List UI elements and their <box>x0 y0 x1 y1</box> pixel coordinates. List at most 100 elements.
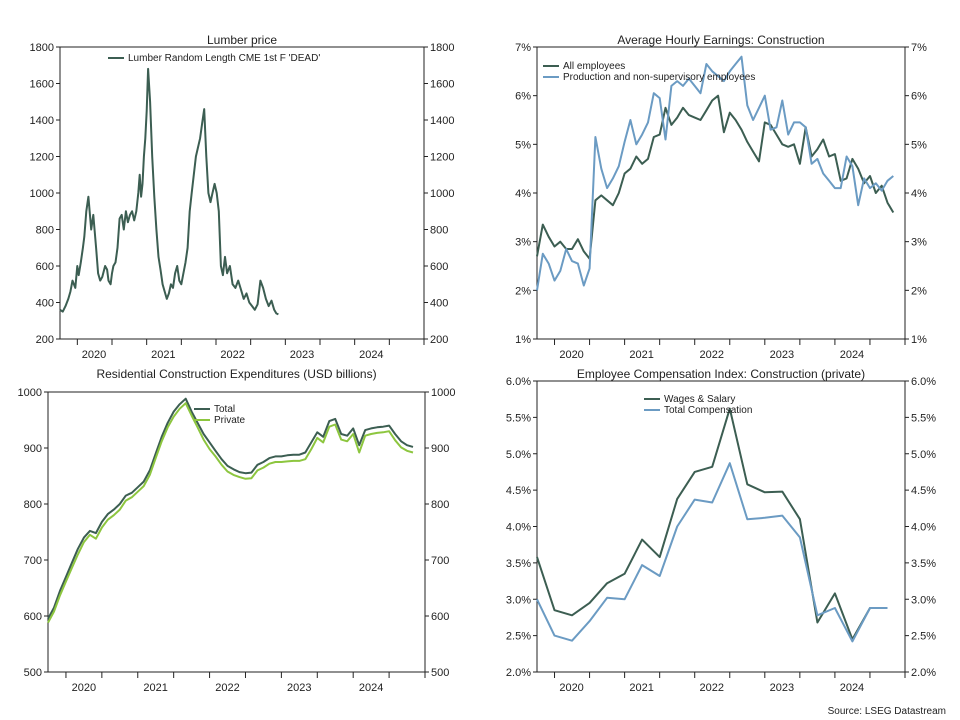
legend-label-2: Private <box>214 415 246 426</box>
x-tick-label: 2021 <box>629 682 653 694</box>
x-tick-label: 2023 <box>770 349 794 361</box>
x-tick-label: 2023 <box>290 349 314 361</box>
y-tick-label-left: 900 <box>24 443 42 455</box>
y-tick-label-right: 500 <box>431 667 449 679</box>
x-tick-label: 2020 <box>82 349 106 361</box>
series-line-1 <box>59 67 279 316</box>
y-tick-label-left: 1000 <box>30 188 54 200</box>
y-tick-label-left: 1600 <box>30 79 54 91</box>
y-tick-label-left: 700 <box>24 555 42 567</box>
x-tick-label: 2021 <box>143 682 167 694</box>
legend-label-2: Production and non-supervisory employees <box>563 72 755 83</box>
y-tick-label-left: 600 <box>24 611 42 623</box>
x-tick-label: 2023 <box>287 682 311 694</box>
legend-label-2: Total Compensation <box>664 405 752 416</box>
chart-panel-eci: Employee Compensation Index: Constructio… <box>506 367 936 694</box>
y-tick-label-left: 200 <box>36 334 54 346</box>
series-line-1 <box>536 94 895 260</box>
y-tick-label-left: 1800 <box>30 42 54 54</box>
y-tick-label-left: 5% <box>515 139 531 151</box>
x-tick-label: 2020 <box>559 682 583 694</box>
series-line-1 <box>47 397 414 620</box>
series-line-2 <box>47 402 414 624</box>
y-tick-label-left: 4% <box>515 188 531 200</box>
y-tick-label-right: 6% <box>911 91 927 103</box>
y-tick-label-left: 2% <box>515 285 531 297</box>
y-tick-label-left: 7% <box>515 42 531 54</box>
y-tick-label-right: 3.5% <box>911 558 936 570</box>
legend-label-1: Lumber Random Length CME 1st F 'DEAD' <box>128 53 320 64</box>
y-tick-label-right: 1000 <box>430 188 454 200</box>
y-tick-label-right: 7% <box>911 42 927 54</box>
y-tick-label-right: 800 <box>430 225 448 237</box>
chart-title: Average Hourly Earnings: Construction <box>617 33 824 47</box>
y-tick-label-left: 3.0% <box>506 594 531 606</box>
x-tick-label: 2021 <box>629 349 653 361</box>
series-line-2 <box>536 462 888 643</box>
y-tick-label-left: 2.0% <box>506 667 531 679</box>
y-tick-label-left: 5.5% <box>506 412 531 424</box>
plot-frame <box>47 391 426 673</box>
x-tick-label: 2024 <box>840 349 864 361</box>
x-tick-label: 2023 <box>770 682 794 694</box>
chart-title: Lumber price <box>207 33 277 47</box>
y-tick-label-right: 700 <box>431 555 449 567</box>
y-tick-label-right: 4.5% <box>911 485 936 497</box>
y-tick-label-right: 1600 <box>430 79 454 91</box>
x-tick-label: 2024 <box>359 682 383 694</box>
y-tick-label-left: 1000 <box>18 387 42 399</box>
y-tick-label-right: 6.0% <box>911 376 936 388</box>
y-tick-label-left: 5.0% <box>506 449 531 461</box>
y-tick-label-left: 1200 <box>30 152 54 164</box>
x-tick-label: 2022 <box>700 349 724 361</box>
legend-label-1: All employees <box>563 61 625 72</box>
y-tick-label-left: 600 <box>36 261 54 273</box>
y-tick-label-left: 800 <box>24 499 42 511</box>
chart-panel-ahe: Average Hourly Earnings: Construction 1% 1… <box>515 33 927 361</box>
y-tick-label-left: 500 <box>24 667 42 679</box>
y-tick-label-left: 3.5% <box>506 558 531 570</box>
y-tick-label-right: 2% <box>911 285 927 297</box>
x-tick-label: 2020 <box>559 349 583 361</box>
y-tick-label-left: 4.5% <box>506 485 531 497</box>
x-tick-label: 2024 <box>359 349 383 361</box>
y-tick-label-right: 4.0% <box>911 522 936 534</box>
y-tick-label-right: 600 <box>431 611 449 623</box>
y-tick-label-right: 1000 <box>431 387 455 399</box>
chart-title: Employee Compensation Index: Constructio… <box>577 367 865 381</box>
x-tick-label: 2020 <box>72 682 96 694</box>
y-tick-label-right: 1% <box>911 334 927 346</box>
y-tick-label-left: 2.5% <box>506 631 531 643</box>
y-tick-label-right: 5.5% <box>911 412 936 424</box>
y-tick-label-left: 400 <box>36 298 54 310</box>
legend-label-1: Wages & Salary <box>664 394 735 405</box>
y-tick-label-left: 1% <box>515 334 531 346</box>
y-tick-label-right: 2.0% <box>911 667 936 679</box>
y-tick-label-left: 800 <box>36 225 54 237</box>
y-tick-label-left: 3% <box>515 237 531 249</box>
chart-panel-resi: Residential Construction Expenditures (U… <box>18 367 456 694</box>
chart-title: Residential Construction Expenditures (U… <box>96 367 376 381</box>
x-tick-label: 2024 <box>840 682 864 694</box>
y-tick-label-right: 4% <box>911 188 927 200</box>
y-tick-label-right: 3% <box>911 237 927 249</box>
x-tick-label: 2022 <box>220 349 244 361</box>
y-tick-label-right: 3.0% <box>911 594 936 606</box>
y-tick-label-left: 1400 <box>30 115 54 127</box>
y-tick-label-right: 1200 <box>430 152 454 164</box>
y-tick-label-right: 1400 <box>430 115 454 127</box>
y-tick-label-left: 4.0% <box>506 522 531 534</box>
y-tick-label-right: 1800 <box>430 42 454 54</box>
y-tick-label-right: 400 <box>430 298 448 310</box>
y-tick-label-right: 900 <box>431 443 449 455</box>
y-tick-label-left: 6% <box>515 91 531 103</box>
x-tick-label: 2022 <box>700 682 724 694</box>
y-tick-label-right: 2.5% <box>911 631 936 643</box>
y-tick-label-right: 5% <box>911 139 927 151</box>
plot-frame <box>536 380 906 673</box>
x-tick-label: 2022 <box>215 682 239 694</box>
y-tick-label-right: 200 <box>430 334 448 346</box>
y-tick-label-right: 800 <box>431 499 449 511</box>
y-tick-label-right: 600 <box>430 261 448 273</box>
